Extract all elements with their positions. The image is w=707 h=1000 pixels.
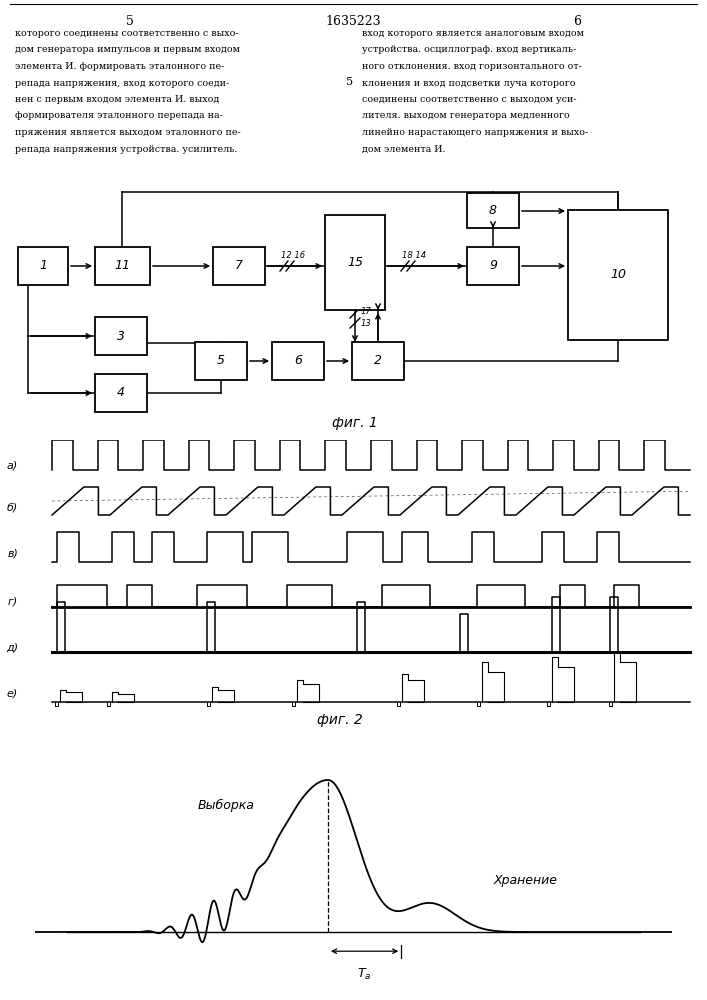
Text: нен с первым входом элемента И. выход: нен с первым входом элемента И. выход	[15, 95, 219, 104]
Text: 6: 6	[294, 355, 302, 367]
Text: которого соединены соответственно с выхо-: которого соединены соответственно с выхо…	[15, 29, 239, 38]
Text: 3: 3	[117, 330, 125, 342]
Text: 13: 13	[361, 319, 372, 328]
Bar	[325, 215, 385, 310]
Bar	[467, 193, 519, 228]
Text: ного отклонения. вход горизонтального от-: ного отклонения. вход горизонтального от…	[362, 62, 582, 71]
Text: лителя. выходом генератора медленного: лителя. выходом генератора медленного	[362, 111, 570, 120]
Text: е): е)	[7, 689, 18, 699]
Bar	[213, 247, 265, 285]
Text: а): а)	[7, 460, 18, 470]
Bar	[95, 247, 150, 285]
Text: фиг. 1: фиг. 1	[332, 416, 378, 430]
Text: 18 14: 18 14	[402, 251, 426, 260]
Text: 5: 5	[217, 355, 225, 367]
Bar	[352, 342, 404, 380]
Text: Выборка: Выборка	[198, 799, 255, 812]
Bar	[95, 374, 147, 412]
Text: соединены соответственно с выходом уси-: соединены соответственно с выходом уси-	[362, 95, 577, 104]
Text: 10: 10	[610, 268, 626, 281]
Text: 12 16: 12 16	[281, 251, 305, 260]
Text: в): в)	[7, 549, 18, 559]
Text: 6: 6	[573, 15, 581, 28]
Text: линейно нарастающего напряжения и выхо-: линейно нарастающего напряжения и выхо-	[362, 128, 588, 137]
Text: $T_a$: $T_a$	[358, 967, 372, 982]
Bar	[95, 317, 147, 355]
Text: 1: 1	[39, 259, 47, 272]
Bar	[18, 247, 68, 285]
Text: элемента И. формировать эталонного пе-: элемента И. формировать эталонного пе-	[15, 62, 224, 71]
Text: г): г)	[8, 596, 18, 606]
Text: дом генератора импульсов и первым входом: дом генератора импульсов и первым входом	[15, 45, 240, 54]
Text: 11: 11	[115, 259, 131, 272]
Text: д): д)	[6, 642, 18, 652]
Text: 4: 4	[117, 386, 125, 399]
Text: 9: 9	[489, 259, 497, 272]
Bar	[195, 342, 247, 380]
Text: формирователя эталонного перепада на-: формирователя эталонного перепада на-	[15, 111, 223, 120]
Text: дом элемента И.: дом элемента И.	[362, 144, 445, 153]
Text: 8: 8	[489, 204, 497, 217]
Text: 7: 7	[235, 259, 243, 272]
Text: б): б)	[7, 502, 18, 512]
Text: фиг. 2: фиг. 2	[317, 713, 363, 727]
Bar	[272, 342, 324, 380]
Text: репада напряжения устройства. усилитель.: репада напряжения устройства. усилитель.	[15, 144, 238, 153]
Text: репада напряжения, вход которого соеди-: репада напряжения, вход которого соеди-	[15, 79, 229, 88]
Text: 17: 17	[361, 307, 372, 316]
Text: 2: 2	[374, 355, 382, 367]
Text: устройства. осциллограф. вход вертикаль-: устройства. осциллограф. вход вертикаль-	[362, 45, 576, 54]
Text: 1635223: 1635223	[325, 15, 381, 28]
Bar	[467, 247, 519, 285]
Bar	[568, 210, 668, 340]
Text: пряжения является выходом эталонного пе-: пряжения является выходом эталонного пе-	[15, 128, 241, 137]
Text: 5: 5	[346, 77, 354, 87]
Text: 5: 5	[126, 15, 134, 28]
Text: вход которого является аналоговым входом: вход которого является аналоговым входом	[362, 29, 584, 38]
Text: 15: 15	[347, 256, 363, 269]
Text: Хранение: Хранение	[493, 874, 558, 887]
Text: клонения и вход подсветки луча которого: клонения и вход подсветки луча которого	[362, 79, 575, 88]
